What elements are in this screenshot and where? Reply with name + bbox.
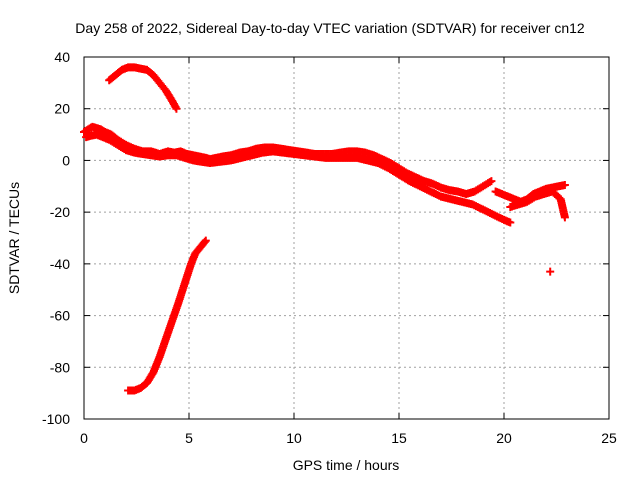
data-point xyxy=(560,180,569,189)
x-tick-label: 10 xyxy=(286,430,302,446)
series-late-tracks xyxy=(491,180,569,222)
data-points xyxy=(80,63,569,395)
chart-title: Day 258 of 2022, Sidereal Day-to-day VTE… xyxy=(75,20,585,36)
series-outlier xyxy=(546,267,555,276)
data-point xyxy=(506,218,515,227)
y-tick-label: -80 xyxy=(50,359,70,375)
y-tick-label: 20 xyxy=(54,101,70,117)
y-tick-label: -100 xyxy=(42,411,70,427)
x-tick-label: 15 xyxy=(391,430,407,446)
y-tick-label: -40 xyxy=(50,256,70,272)
series-main-band-upper xyxy=(80,122,496,199)
x-tick-label: 5 xyxy=(185,430,193,446)
series-main-band-lower xyxy=(82,130,515,227)
y-tick-label: 0 xyxy=(62,152,70,168)
series-upper-arc xyxy=(105,63,181,113)
data-point xyxy=(487,177,496,186)
data-point xyxy=(546,267,555,276)
axis-ticks: 0 5 10 15 20 25 -100 -80 -60 -40 -20 0 20 40 xyxy=(42,49,617,446)
grid xyxy=(84,57,609,419)
y-axis-label: SDTVAR / TECUs xyxy=(6,182,22,294)
y-tick-label: -20 xyxy=(50,204,70,220)
data-point xyxy=(172,104,181,113)
x-axis-label: GPS time / hours xyxy=(293,457,400,473)
plot-frame xyxy=(83,56,610,420)
data-point xyxy=(201,236,210,245)
data-point xyxy=(200,237,209,246)
x-tick-label: 20 xyxy=(496,430,512,446)
series-descending-arc xyxy=(124,236,210,395)
data-point xyxy=(560,213,569,222)
x-tick-label: 25 xyxy=(601,430,617,446)
y-tick-label: 40 xyxy=(54,49,70,65)
x-tick-label: 0 xyxy=(80,430,88,446)
y-tick-label: -60 xyxy=(50,308,70,324)
